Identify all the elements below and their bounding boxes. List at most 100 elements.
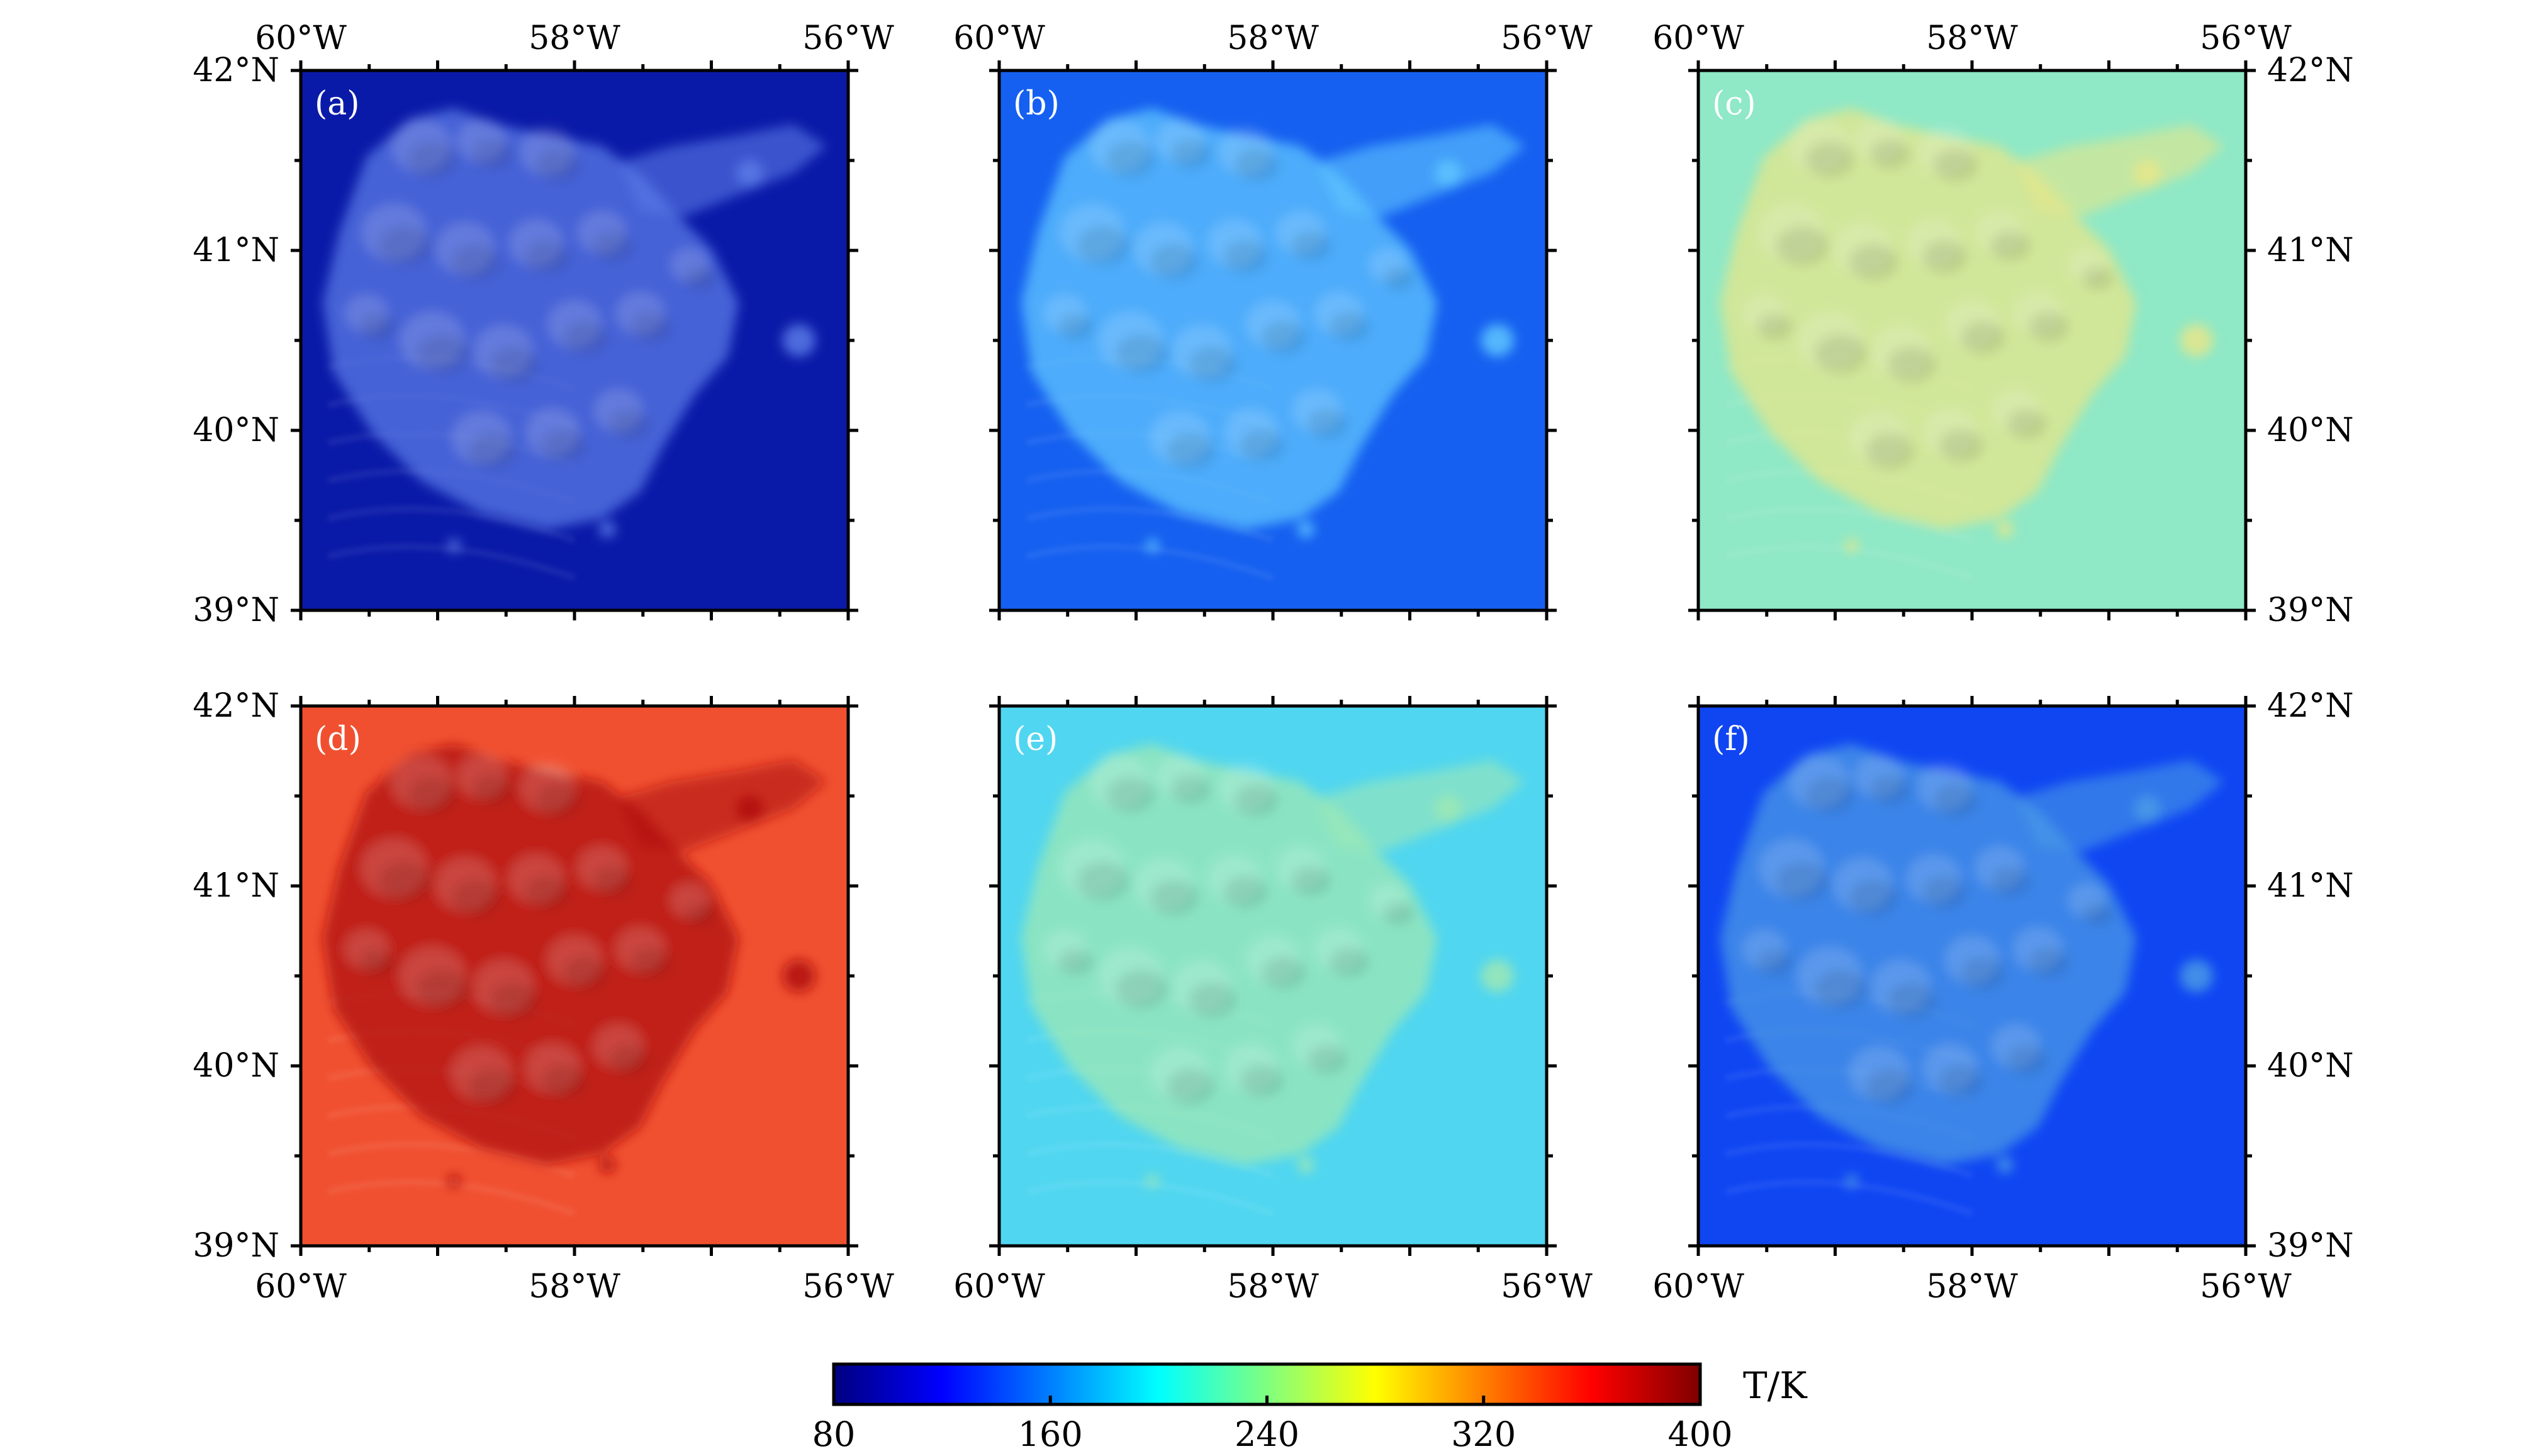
seamount-shadow: [609, 409, 649, 439]
islet: [782, 960, 815, 992]
y-tick-label: 39°N: [193, 591, 279, 629]
islet: [1481, 324, 1514, 357]
islet: [447, 539, 461, 552]
panel-label: (a): [315, 85, 360, 123]
y-tick-label: 41°N: [2267, 232, 2354, 269]
x-tick-label: 58°W: [1926, 20, 2018, 57]
seamount-shadow: [685, 902, 716, 926]
seamount-shadow: [473, 139, 512, 169]
panel-label: (b): [1013, 85, 1060, 123]
terrain-ridge: [1725, 505, 1973, 544]
seamount-shadow: [1866, 433, 1914, 469]
seamount-shadow: [1291, 866, 1331, 897]
seamount-ridge: [618, 124, 827, 216]
panel-a: (a) 60°W 58°W 56°W 42°N 41°N 40°N 39°N: [193, 20, 894, 629]
seamount-shadow: [2082, 267, 2114, 290]
seamount-feature: [1720, 744, 2224, 1188]
seamount-shadow: [1115, 334, 1168, 374]
seamount-shadow: [1058, 949, 1094, 976]
terrain-ridge: [327, 1179, 576, 1217]
seamount-shadow: [1240, 429, 1284, 462]
seamount-shadow: [1171, 139, 1211, 169]
x-tick-label: 60°W: [255, 20, 347, 57]
terrain-ridge: [327, 505, 576, 544]
x-tick-label: 56°W: [2200, 1268, 2292, 1306]
x-tick-label: 58°W: [1227, 20, 1319, 57]
colorbar-tick-label: 80: [812, 1414, 856, 1454]
seamount-shadow: [490, 982, 539, 1018]
seamount-shadow: [1150, 244, 1199, 280]
seamount-shadow: [2029, 312, 2069, 342]
seamount-shadow: [359, 313, 395, 340]
seamount-shadow: [2007, 409, 2047, 439]
seamount-shadow: [473, 775, 512, 805]
seamount-shadow: [1058, 313, 1094, 340]
y-tick-label: 42°N: [193, 52, 279, 89]
seamount-ridge: [1316, 124, 1525, 216]
seamount-shadow: [1167, 433, 1215, 469]
seamount-shadow: [1934, 784, 1978, 817]
panel-label: (d): [315, 720, 361, 758]
colorbar-tick-label: 400: [1667, 1414, 1732, 1454]
colorbar-tick-label: 240: [1235, 1414, 1299, 1454]
seamount-shadow: [536, 148, 580, 181]
y-tick-label: 39°N: [193, 1227, 279, 1265]
islet: [599, 521, 616, 538]
y-tick-label: 41°N: [193, 867, 279, 905]
seamount-shadow: [1990, 866, 2031, 897]
islet: [1434, 795, 1462, 822]
seamount-shadow: [468, 433, 517, 469]
seamount-shadow: [359, 949, 395, 976]
seamount-feature: [322, 108, 827, 552]
seamount-shadow: [685, 267, 716, 290]
x-tick-label: 58°W: [529, 1268, 620, 1306]
seamount-shadow: [1814, 334, 1867, 374]
seamount-shadow: [1870, 775, 1910, 805]
seamount-shadow: [1223, 876, 1268, 909]
seamount-shadow: [1961, 321, 2005, 354]
colorbar-tick-label: 160: [1018, 1414, 1083, 1454]
seamount-shadow: [1888, 982, 1936, 1018]
seamount-shadow: [536, 784, 580, 817]
seamount-shadow: [1383, 267, 1415, 290]
seamount-ridge: [2015, 759, 2224, 852]
seamount-shadow: [1870, 139, 1910, 169]
seamount-shadow: [452, 244, 500, 280]
terrain-ridge: [1026, 543, 1274, 581]
x-tick-label: 56°W: [802, 20, 894, 57]
islet: [1481, 960, 1514, 992]
x-tick-label: 60°W: [953, 20, 1045, 57]
seamount-ridge: [2015, 124, 2224, 216]
terrain-ridge: [327, 543, 576, 581]
islet: [2180, 324, 2213, 357]
y-tick-label: 42°N: [2267, 52, 2354, 89]
seamount-shadow: [1262, 956, 1306, 990]
y-tick-label: 41°N: [193, 232, 279, 269]
seamount-shadow: [1866, 1068, 1914, 1105]
x-tick-label: 60°W: [1652, 20, 1744, 57]
seamount-shadow: [1776, 226, 1829, 266]
y-tick-label: 40°N: [193, 1047, 279, 1085]
y-tick-label: 41°N: [2267, 867, 2354, 905]
panel-label: (e): [1013, 720, 1058, 758]
seamount-shadow: [563, 956, 608, 990]
seamount-shadow: [1308, 409, 1348, 439]
islet: [1297, 521, 1314, 538]
panel-f: (f) 60°W 58°W 56°W 42°N 41°N 40°N 39°N: [1652, 687, 2353, 1306]
seamount-feature: [1720, 108, 2224, 552]
seamount-shadow: [1189, 347, 1237, 383]
islet: [1146, 1174, 1160, 1188]
seamount-shadow: [525, 240, 569, 273]
seamount-shadow: [1077, 861, 1130, 901]
terrain-ridge: [1725, 1141, 1973, 1179]
panels-layer: (a) 60°W 58°W 56°W 42°N 41°N 40°N 39°N (b) 60°W 58…: [193, 20, 2353, 1306]
seamount-shadow: [1235, 784, 1279, 817]
panel-label: (f): [1712, 720, 1750, 758]
terrain-ridge: [1026, 1141, 1274, 1179]
seamount-shadow: [525, 876, 569, 909]
seamount-shadow: [1240, 1065, 1284, 1098]
seamount-shadow: [1922, 876, 1967, 909]
seamount-shadow: [593, 866, 633, 897]
seamount-shadow: [1223, 240, 1268, 273]
islet: [2133, 159, 2161, 187]
